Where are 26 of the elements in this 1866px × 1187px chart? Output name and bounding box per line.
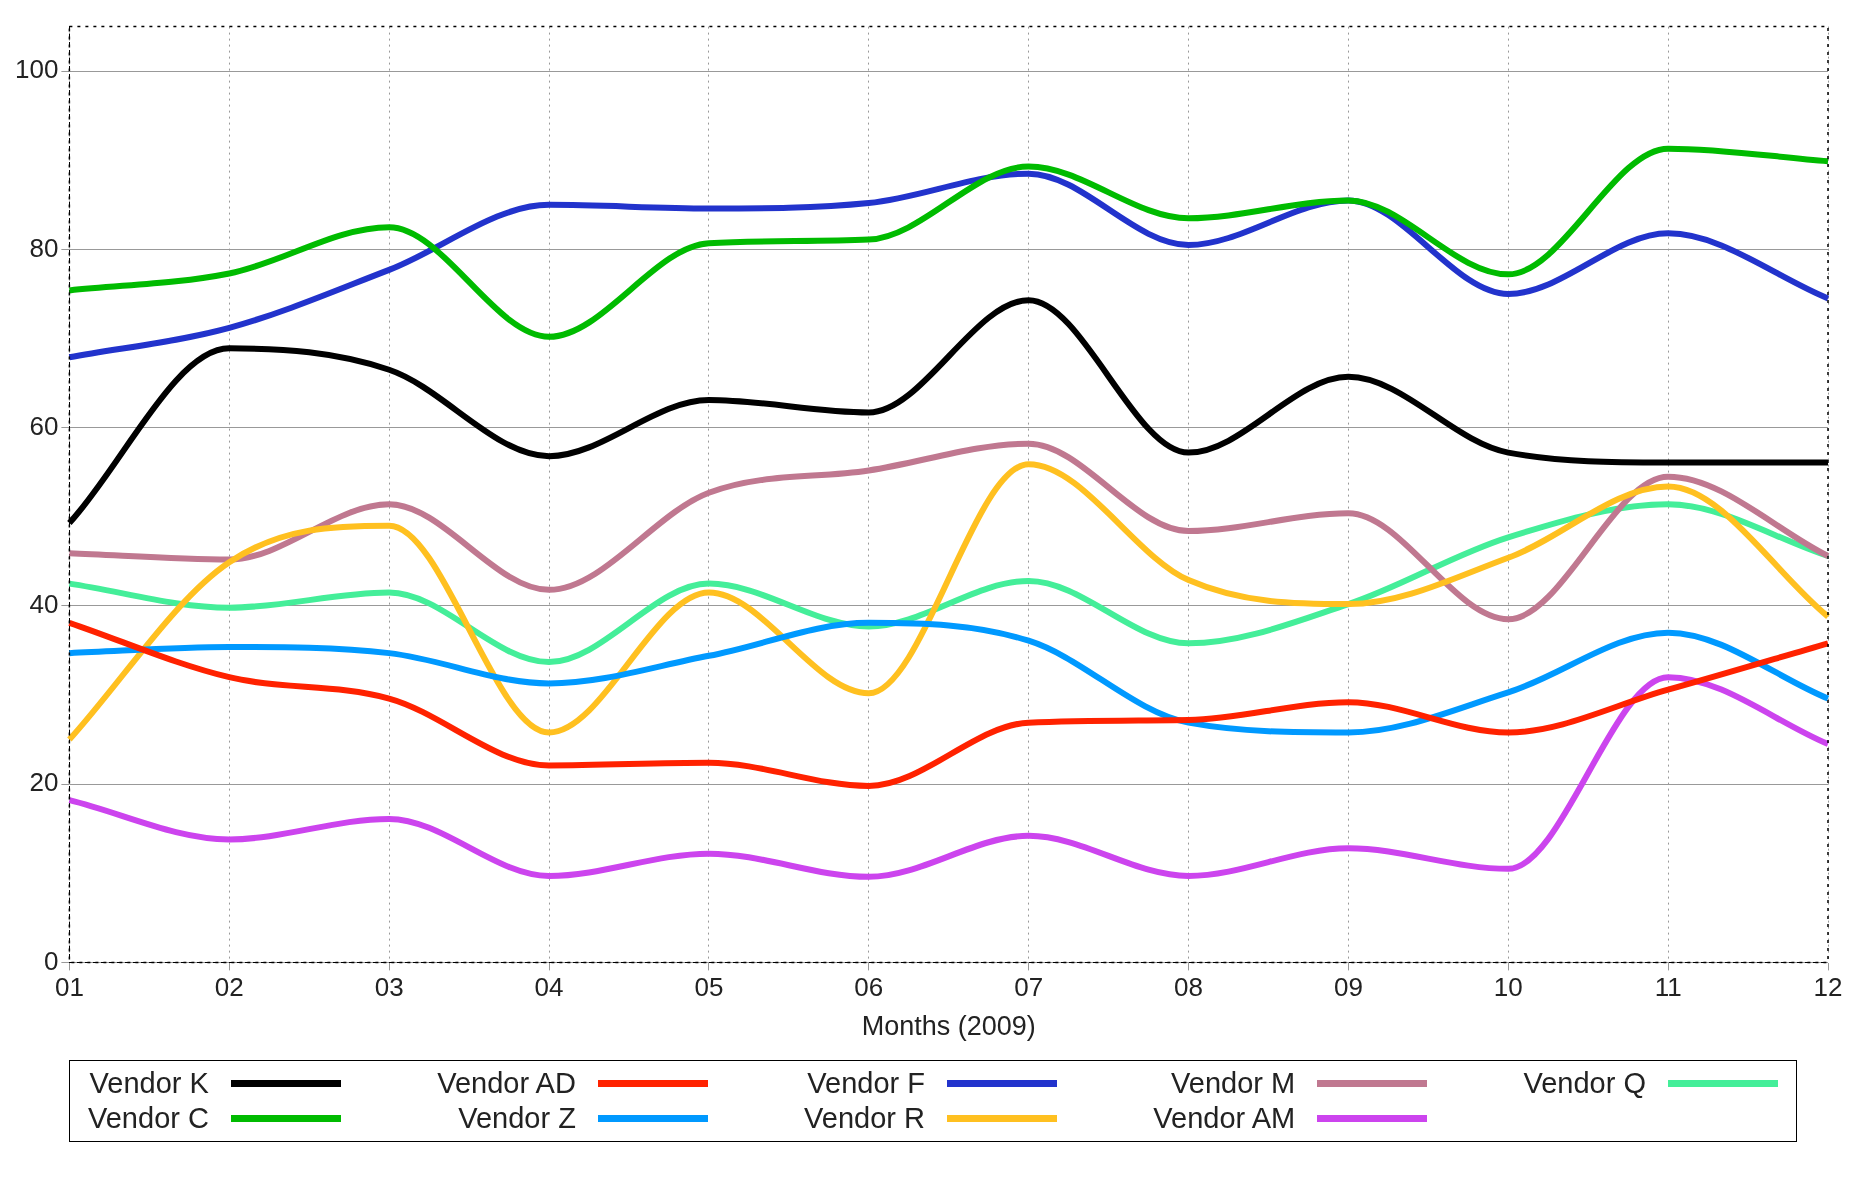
- x-tick-label: 10: [1493, 972, 1523, 1003]
- legend-label: Vendor AD: [437, 1067, 576, 1100]
- x-tick-label: 08: [1174, 972, 1203, 1003]
- y-tick-label: 20: [29, 767, 59, 798]
- x-tick-label: 12: [1813, 972, 1843, 1003]
- legend-label: Vendor Q: [1523, 1067, 1646, 1100]
- legend-label: Vendor AM: [1153, 1102, 1296, 1135]
- y-tick-label: 40: [29, 589, 59, 620]
- y-tick-label: 100: [14, 54, 59, 85]
- legend-label: Vendor F: [807, 1067, 926, 1100]
- x-tick-label: 02: [214, 972, 244, 1003]
- x-axis-title: Months (2009): [861, 1011, 1036, 1042]
- x-tick-label: 05: [694, 972, 724, 1003]
- legend-label: Vendor C: [88, 1102, 209, 1135]
- x-tick-label: 07: [1014, 972, 1044, 1003]
- legend-label: Vendor Z: [458, 1102, 576, 1135]
- y-tick-label: 80: [29, 232, 59, 263]
- legend-label: Vendor K: [89, 1067, 209, 1100]
- x-tick-label: 03: [374, 972, 404, 1003]
- legend-label: Vendor R: [804, 1102, 926, 1135]
- x-tick-label: 04: [534, 972, 564, 1003]
- x-tick-label: 09: [1333, 972, 1363, 1003]
- x-tick-label: 06: [854, 972, 884, 1003]
- x-tick-label: 11: [1654, 972, 1682, 1003]
- legend-label: Vendor M: [1171, 1067, 1296, 1100]
- y-tick-label: 60: [29, 410, 59, 441]
